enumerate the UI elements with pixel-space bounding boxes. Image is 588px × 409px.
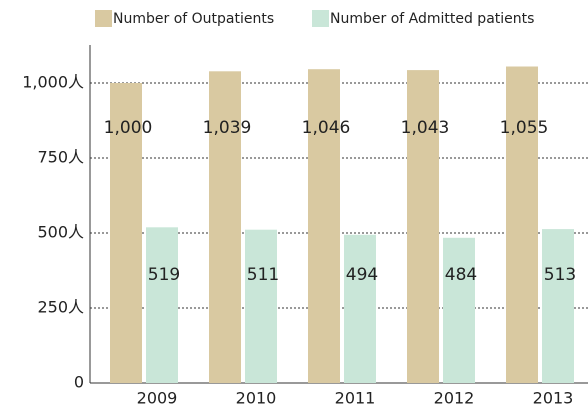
legend-label: Number of Outpatients xyxy=(113,11,274,27)
bar xyxy=(506,66,538,383)
data-label: 1,046 xyxy=(302,118,351,138)
data-label: 494 xyxy=(346,265,378,285)
bar xyxy=(209,71,241,384)
data-label: 1,000 xyxy=(104,118,153,138)
data-label: 484 xyxy=(445,265,477,285)
x-tick-label: 2011 xyxy=(335,389,376,408)
x-tick-label: 2012 xyxy=(434,389,475,408)
legend-swatch xyxy=(312,10,329,27)
bar xyxy=(110,83,142,383)
data-label: 511 xyxy=(247,265,279,285)
bar xyxy=(542,229,574,383)
bar xyxy=(245,229,277,383)
y-tick-label: 500人 xyxy=(37,223,84,242)
y-tick-label: 250人 xyxy=(37,298,84,317)
x-tick-label: 2013 xyxy=(533,389,574,408)
legend-swatch xyxy=(95,10,112,27)
data-label: 1,039 xyxy=(203,118,252,138)
bar xyxy=(443,237,475,383)
x-tick-label: 2010 xyxy=(236,389,277,408)
y-tick-label: 750人 xyxy=(37,148,84,167)
bar xyxy=(146,227,178,383)
legend-label: Number of Admitted patients xyxy=(330,11,534,27)
bar xyxy=(308,69,340,383)
bar xyxy=(407,70,439,383)
x-tick-label: 2009 xyxy=(137,389,178,408)
y-tick-label: 1,000人 xyxy=(22,73,84,92)
data-label: 1,055 xyxy=(500,118,549,138)
bar xyxy=(344,234,376,383)
data-label: 513 xyxy=(544,265,576,285)
data-label: 1,043 xyxy=(401,118,450,138)
data-label: 519 xyxy=(148,265,180,285)
y-tick-label: 0 xyxy=(74,373,84,392)
